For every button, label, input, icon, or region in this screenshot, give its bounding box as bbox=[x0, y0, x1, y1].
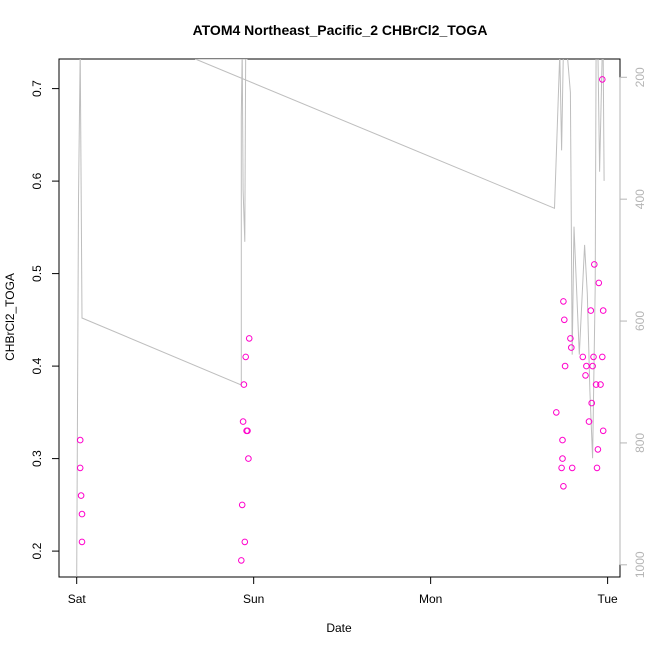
data-point bbox=[558, 464, 565, 472]
y-tick-label: 0.6 bbox=[30, 172, 44, 189]
data-point bbox=[245, 335, 253, 342]
data-point bbox=[599, 307, 607, 314]
y-axis-label: CHBrCl2_TOGA bbox=[3, 273, 17, 361]
data-point bbox=[589, 362, 596, 370]
data-point bbox=[579, 353, 587, 361]
data-point bbox=[560, 298, 567, 305]
data-point bbox=[238, 501, 246, 509]
series-line bbox=[76, 59, 605, 577]
data-point bbox=[559, 455, 566, 462]
y-tick-label: 0.5 bbox=[30, 265, 44, 282]
y-tick-label: 0.2 bbox=[30, 542, 44, 559]
chart-title: ATOM4 Northeast_Pacific_2 CHBrCl2_TOGA bbox=[193, 22, 488, 38]
data-point bbox=[242, 353, 249, 361]
data-point bbox=[238, 557, 245, 564]
data-point bbox=[78, 510, 86, 518]
data-point bbox=[76, 464, 84, 472]
data-point bbox=[568, 464, 576, 472]
data-point bbox=[599, 353, 606, 361]
data-point bbox=[561, 316, 568, 324]
line-layer bbox=[76, 59, 605, 577]
data-point bbox=[591, 261, 598, 268]
data-point bbox=[592, 381, 600, 388]
data-point bbox=[587, 307, 595, 314]
x-tick-label: Tue bbox=[597, 592, 618, 606]
right-tick-label: 400 bbox=[633, 189, 647, 209]
data-point bbox=[240, 381, 248, 388]
y-tick-label: 0.4 bbox=[30, 357, 44, 374]
data-point bbox=[241, 538, 249, 546]
data-point bbox=[594, 446, 602, 453]
x-tick-label: Sun bbox=[243, 592, 264, 606]
right-tick-label: 200 bbox=[633, 67, 647, 87]
data-point bbox=[597, 381, 604, 388]
y-axis: 0.2 0.3 0.4 0.5 0.6 0.7 bbox=[30, 80, 60, 559]
data-point bbox=[567, 335, 574, 342]
data-point bbox=[599, 427, 607, 435]
data-point bbox=[560, 483, 567, 490]
data-point bbox=[559, 436, 566, 444]
y-tick-label: 0.3 bbox=[30, 450, 44, 467]
data-point bbox=[585, 418, 593, 425]
data-point bbox=[582, 372, 589, 379]
data-point bbox=[78, 538, 86, 546]
data-point bbox=[599, 76, 606, 83]
data-point bbox=[76, 436, 84, 444]
data-point bbox=[561, 362, 569, 370]
points-layer bbox=[76, 76, 607, 564]
data-point bbox=[593, 464, 601, 472]
data-point bbox=[239, 418, 247, 425]
plot-frame bbox=[58, 58, 621, 578]
data-point bbox=[244, 427, 251, 435]
x-axis-label: Date bbox=[326, 621, 352, 635]
data-point bbox=[568, 344, 575, 351]
right-tick-label: 1000 bbox=[633, 551, 647, 578]
right-axis: 200 400 600 800 1000 bbox=[619, 67, 647, 578]
data-point bbox=[553, 409, 560, 416]
y-tick-label: 0.7 bbox=[30, 80, 44, 97]
x-axis: Sat Sun Mon Tue bbox=[68, 576, 618, 606]
data-point bbox=[588, 399, 596, 407]
data-point bbox=[590, 353, 597, 361]
data-point bbox=[583, 362, 590, 370]
data-point bbox=[77, 492, 85, 499]
data-point bbox=[595, 279, 603, 287]
right-tick-label: 800 bbox=[633, 433, 647, 453]
x-tick-label: Mon bbox=[419, 592, 442, 606]
data-point bbox=[245, 455, 252, 462]
x-tick-label: Sat bbox=[68, 592, 87, 606]
right-tick-label: 600 bbox=[633, 311, 647, 331]
